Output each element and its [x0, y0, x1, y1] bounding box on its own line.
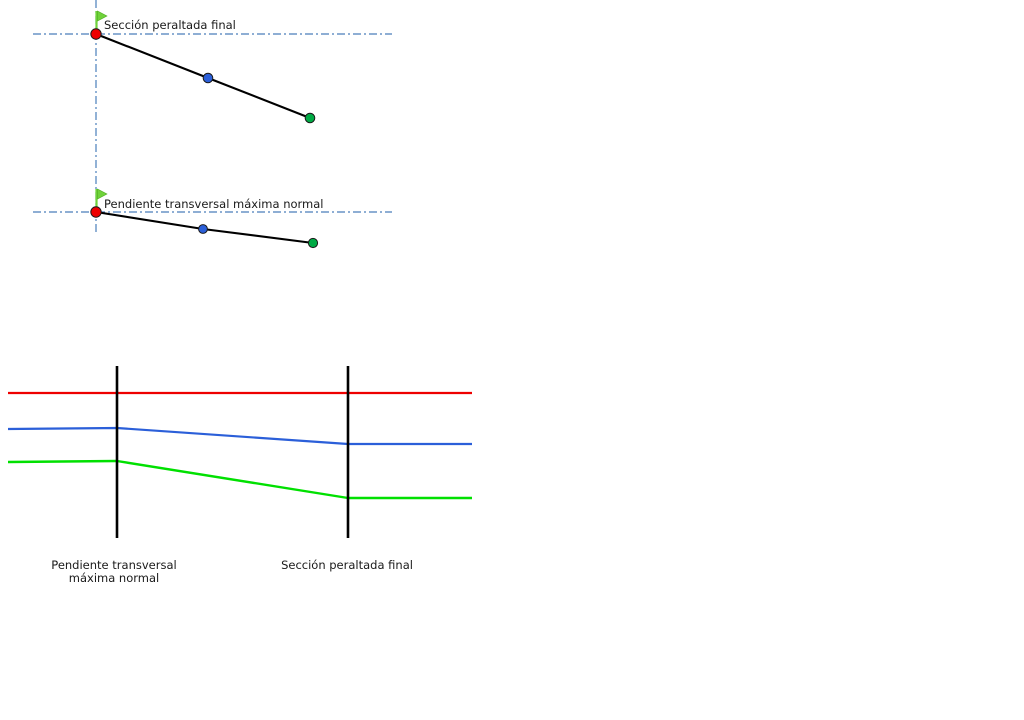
station-label-left-line2: máxima normal: [69, 571, 159, 585]
profile-line-green: [7, 459, 472, 500]
marker-red-upper: [90, 28, 102, 40]
edge-profile-group: Pendiente transversal máxima normal Secc…: [7, 366, 472, 585]
label-seccion-peraltada-final-upper: Sección peraltada final: [104, 18, 236, 32]
station-label-left-line1: Pendiente transversal: [51, 558, 176, 572]
marker-blue-upper: [202, 72, 214, 84]
label-pendiente-transversal-maxima-normal-lower: Pendiente transversal máxima normal: [104, 197, 324, 211]
cross-section-upper-group: Sección peraltada final: [33, 0, 392, 233]
marker-blue-lower: [198, 224, 208, 234]
station-label-right-line1: Sección peraltada final: [281, 558, 413, 572]
profile-line-blue: [7, 426, 472, 446]
marker-green-upper: [304, 112, 316, 124]
pavement-line-upper: [94, 32, 312, 120]
cross-section-lower-group: Pendiente transversal máxima normal: [33, 188, 392, 249]
marker-red-lower: [90, 206, 102, 218]
marker-green-lower: [307, 237, 319, 249]
